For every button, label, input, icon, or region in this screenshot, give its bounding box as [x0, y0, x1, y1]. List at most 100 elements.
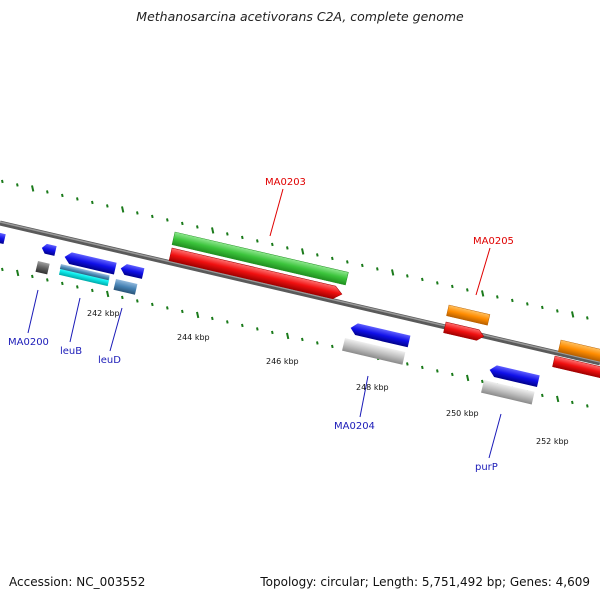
tick-mark — [106, 204, 109, 208]
tick-mark — [586, 404, 589, 408]
tick-mark — [16, 269, 20, 277]
gene-left-blue-partial[interactable] — [0, 232, 6, 245]
tick-mark — [151, 214, 154, 219]
tick-mark — [346, 260, 349, 264]
tick-mark — [196, 225, 199, 229]
tick-mark — [466, 288, 469, 292]
tick-mark — [556, 309, 559, 313]
callout-lines — [27, 188, 502, 459]
tick-mark — [181, 221, 184, 226]
tick-mark — [511, 298, 514, 303]
tick-mark — [301, 337, 304, 342]
tick-mark — [481, 379, 484, 384]
tick-mark — [481, 290, 485, 297]
gene-right-red[interactable] — [552, 355, 600, 381]
tick-mark — [151, 302, 154, 307]
tick-mark — [256, 239, 259, 243]
gene-label-ma0203[interactable]: MA0203 — [265, 177, 306, 188]
tick-mark — [211, 227, 215, 234]
tick-label-250: 250 kbp — [446, 409, 479, 418]
tick-mark — [91, 288, 94, 293]
tick-mark — [1, 179, 4, 184]
map-title: Methanosarcina acetivorans C2A, complete… — [136, 9, 464, 24]
gene-label-ma0204[interactable]: MA0204 — [334, 421, 375, 432]
accession-label: Accession: NC_003552 — [9, 575, 146, 589]
tick-label-246: 246 kbp — [266, 357, 299, 366]
tick-mark — [121, 206, 125, 213]
tick-mark — [31, 274, 34, 279]
gene-ma0200-darkgray[interactable] — [35, 261, 50, 275]
tick-mark — [256, 327, 259, 331]
tick-mark — [1, 267, 4, 272]
tick-mark — [181, 309, 184, 314]
tick-mark — [241, 323, 244, 328]
tick-mark — [76, 285, 79, 289]
tick-mark — [436, 369, 439, 373]
tick-mark — [541, 305, 544, 310]
outer-tick-track — [1, 179, 589, 320]
tick-mark — [226, 320, 229, 324]
tick-mark — [286, 246, 289, 250]
tick-mark — [556, 395, 560, 403]
gene-label-leub[interactable]: leuB — [60, 346, 82, 357]
tick-mark — [31, 185, 35, 192]
tick-label-244: 244 kbp — [177, 333, 210, 342]
tick-mark — [466, 374, 470, 382]
gene-ma0205-red[interactable] — [443, 321, 485, 342]
tick-mark — [46, 190, 49, 194]
tick-mark — [451, 372, 454, 377]
gene-ma0203-green[interactable] — [171, 231, 349, 286]
tick-mark — [271, 330, 274, 335]
tick-mark — [136, 299, 139, 303]
gene-leub-steel[interactable] — [59, 264, 110, 281]
tick-mark — [406, 362, 409, 366]
gene-ma0204-blue[interactable] — [349, 322, 411, 348]
tick-mark — [61, 193, 64, 198]
tick-mark — [571, 311, 575, 318]
tick-mark — [571, 400, 574, 405]
tick-mark — [76, 197, 79, 201]
tick-mark — [166, 306, 169, 310]
gene-small-blue[interactable] — [41, 243, 57, 256]
gene-label-purp[interactable]: purP — [475, 462, 498, 473]
gene-leud-steel[interactable] — [113, 279, 138, 295]
tick-mark — [106, 290, 110, 298]
tick-mark — [121, 295, 124, 300]
tick-mark — [16, 183, 19, 187]
tick-label-252: 252 kbp — [536, 437, 569, 446]
tick-mark — [526, 302, 529, 306]
tick-mark — [361, 263, 364, 268]
topology-label: Topology: circular; Length: 5,751,492 bp… — [260, 575, 590, 589]
tick-mark — [436, 281, 439, 285]
genome-backbone — [0, 220, 600, 366]
tick-mark — [421, 277, 424, 282]
tick-mark — [226, 232, 229, 236]
tick-mark — [46, 278, 49, 282]
tick-mark — [61, 281, 64, 286]
tick-mark — [271, 242, 274, 247]
gene-label-ma0200[interactable]: MA0200 — [8, 337, 49, 348]
gene-purp-blue[interactable] — [488, 364, 540, 388]
gene-label-leud[interactable]: leuD — [98, 355, 121, 366]
tick-mark — [316, 253, 319, 257]
tick-mark — [541, 393, 544, 398]
tick-mark — [421, 365, 424, 370]
gene-leud-blue[interactable] — [120, 263, 145, 279]
gene-purp-gray[interactable] — [481, 380, 535, 405]
gene-ma0204-gray[interactable] — [342, 338, 406, 365]
gene-ma0203-red[interactable] — [168, 247, 343, 301]
tick-label-242: 242 kbp — [87, 309, 120, 318]
tick-mark — [451, 284, 454, 289]
gene-ma0205-orange[interactable] — [446, 304, 491, 326]
tick-mark — [586, 316, 589, 320]
inner-tick-track — [1, 267, 589, 408]
tick-mark — [91, 200, 94, 205]
tick-mark — [496, 295, 499, 299]
tick-mark — [136, 211, 139, 215]
tick-label-248: 248 kbp — [356, 383, 389, 392]
tick-mark — [301, 248, 305, 255]
tick-mark — [196, 311, 200, 319]
gene-leub-blue[interactable] — [63, 251, 117, 275]
gene-label-ma0205[interactable]: MA0205 — [473, 236, 514, 247]
tick-mark — [331, 256, 334, 261]
